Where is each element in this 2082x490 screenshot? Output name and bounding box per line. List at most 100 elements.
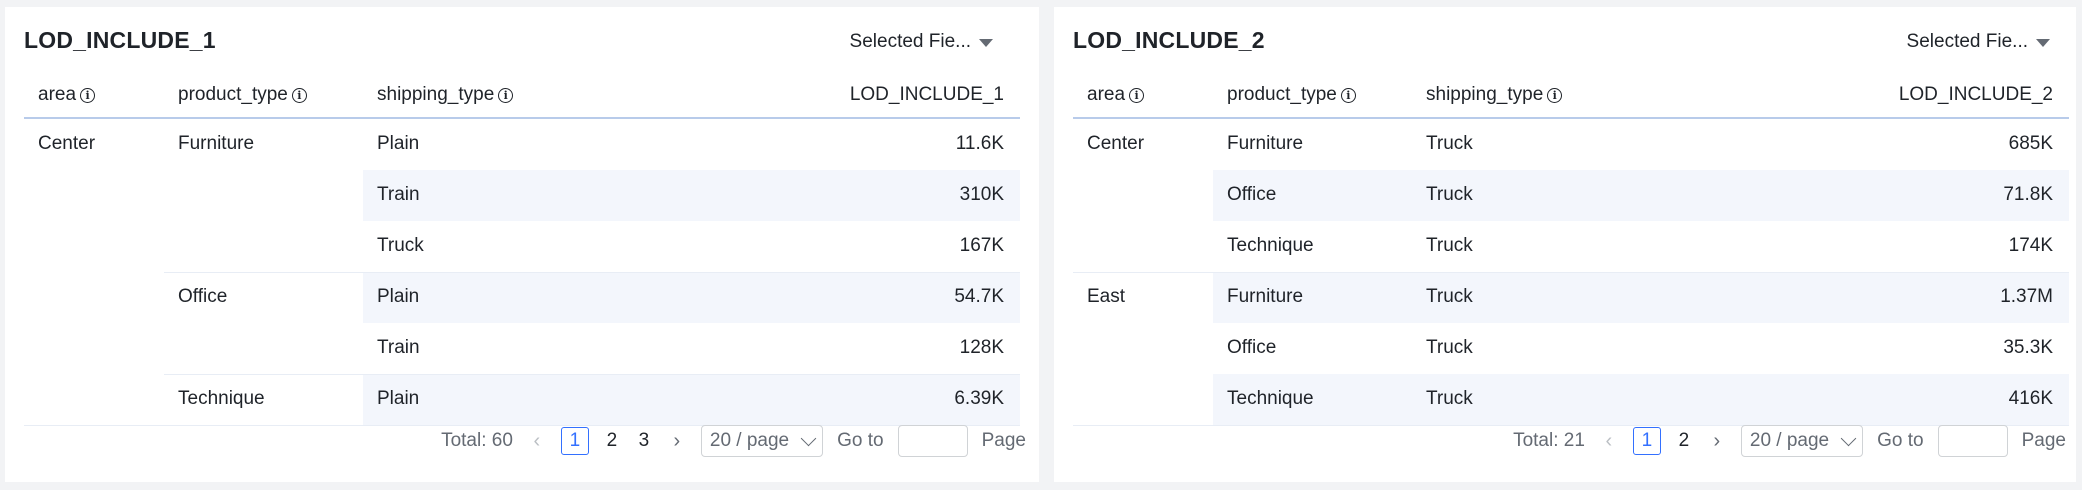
header-label: shipping_type [1426,84,1544,105]
cell-shipping-type: Truck [1426,337,1473,358]
info-icon[interactable]: i [1340,87,1356,103]
header-label: area [38,84,77,105]
header-label: area [1087,84,1126,105]
cell-shipping-type: Truck [1426,286,1473,307]
cell-product-type: Technique [1227,235,1314,256]
panel-title: LOD_INCLUDE_1 [24,27,216,53]
cell-product-type: Furniture [1227,133,1304,154]
page-size-select[interactable]: 20 / page [700,425,824,457]
chevron-left-icon[interactable]: ‹ [533,429,541,452]
header-label: product_type [178,84,288,105]
cell-product-type: Office [178,286,228,307]
total-count: Total: 60 [441,430,513,451]
header-label: LOD_INCLUDE_2 [1898,84,2053,105]
header-shipping-type[interactable]: shipping_type i [1426,84,1563,106]
cell-product-type: Office [1227,337,1277,358]
cell-value: 685K [2008,133,2053,154]
page-size-value: 20 / page [1749,430,1830,451]
selected-fields-dropdown[interactable]: Selected Fie... [1907,31,2050,53]
group-divider [1073,272,2069,273]
cell-value: 54.7K [954,286,1004,307]
page-1-button[interactable]: 1 [1632,427,1661,455]
header-area[interactable]: area i [1087,84,1145,106]
header-label: product_type [1227,84,1337,105]
row-stripe [363,170,1020,221]
cell-value: 167K [959,235,1004,256]
cell-value: 35.3K [2003,337,2053,358]
header-value[interactable]: LOD_INCLUDE_2 [1899,84,2053,106]
cell-shipping-type: Truck [1426,235,1473,256]
cell-value: 1.37M [2000,286,2053,307]
cell-product-type: Technique [1227,388,1314,409]
page-label: Page [981,430,1026,451]
info-icon[interactable]: i [291,87,307,103]
row-stripe [1213,170,2069,221]
caret-down-icon [2036,39,2050,47]
page-size-value: 20 / page [709,430,790,451]
goto-page-input[interactable] [1937,425,2008,457]
chevron-down-icon [800,430,817,446]
goto-label: Go to [837,430,884,451]
cell-area: Center [1087,133,1145,154]
panel-title: LOD_INCLUDE_2 [1073,27,1265,53]
table-header: area i product_type i shipping_type i LO… [1073,71,2069,119]
chevron-right-icon[interactable]: › [1713,429,1721,452]
selected-fields-label: Selected Fie... [1906,31,2028,52]
selected-fields-label: Selected Fie... [849,31,971,52]
cell-value: 416K [2008,388,2053,409]
page-2-button[interactable]: 2 [1678,430,1690,451]
header-shipping-type[interactable]: shipping_type i [377,84,514,106]
cell-shipping-type: Truck [1426,133,1473,154]
table-body: Center Furniture Truck 685K Office Truck… [1073,119,2069,427]
header-value[interactable]: LOD_INCLUDE_1 [850,84,1004,106]
cell-shipping-type: Truck [377,235,424,256]
page-3-button[interactable]: 3 [638,430,650,451]
table-header: area i product_type i shipping_type i LO… [24,71,1020,119]
cell-shipping-type: Train [377,184,420,205]
cell-product-type: Furniture [178,133,255,154]
page-1-button[interactable]: 1 [560,427,589,455]
cell-value: 310K [959,184,1004,205]
info-icon[interactable]: i [1547,87,1563,103]
cell-value: 11.6K [955,133,1004,154]
cell-value: 71.8K [2003,184,2053,205]
header-label: shipping_type [377,84,495,105]
selected-fields-dropdown[interactable]: Selected Fie... [850,31,993,53]
cell-product-type: Furniture [1227,286,1304,307]
row-stripe [363,272,1020,323]
table-bottom-divider [1073,425,2069,426]
table-body: Center Furniture Plain 11.6K Train 310K … [24,119,1020,427]
header-label: LOD_INCLUDE_1 [849,84,1004,105]
cell-value: 6.39K [954,388,1004,409]
lod-include-1-panel: LOD_INCLUDE_1 Selected Fie... area i pro… [5,7,1039,482]
info-icon[interactable]: i [80,87,96,103]
data-table: area i product_type i shipping_type i LO… [24,71,1020,427]
info-icon[interactable]: i [498,87,514,103]
caret-down-icon [979,39,993,47]
header-product-type[interactable]: product_type i [1227,84,1356,106]
data-table: area i product_type i shipping_type i LO… [1073,71,2069,427]
cell-value: 174K [2008,235,2053,256]
row-stripe [1213,272,2069,323]
cell-area: Center [38,133,96,154]
chevron-down-icon [1840,430,1857,446]
row-stripe [1213,374,2069,425]
info-icon[interactable]: i [1129,87,1145,103]
chevron-left-icon[interactable]: ‹ [1605,429,1613,452]
page-2-button[interactable]: 2 [606,430,618,451]
page-size-select[interactable]: 20 / page [1740,425,1864,457]
chevron-right-icon[interactable]: › [673,429,681,452]
row-stripe [363,374,1020,425]
pagination: Total: 60 ‹ 1 2 3 › 20 / page Go to Page [427,425,1026,457]
goto-page-input[interactable] [897,425,968,457]
cell-shipping-type: Plain [377,286,420,307]
page-label: Page [2021,430,2066,451]
pagination: Total: 21 ‹ 1 2 › 20 / page Go to Page [1499,425,2066,457]
cell-product-type: Office [1227,184,1277,205]
cell-shipping-type: Truck [1426,184,1473,205]
goto-label: Go to [1877,430,1924,451]
group-divider [164,374,1020,375]
cell-value: 128K [959,337,1004,358]
header-area[interactable]: area i [38,84,96,106]
header-product-type[interactable]: product_type i [178,84,307,106]
